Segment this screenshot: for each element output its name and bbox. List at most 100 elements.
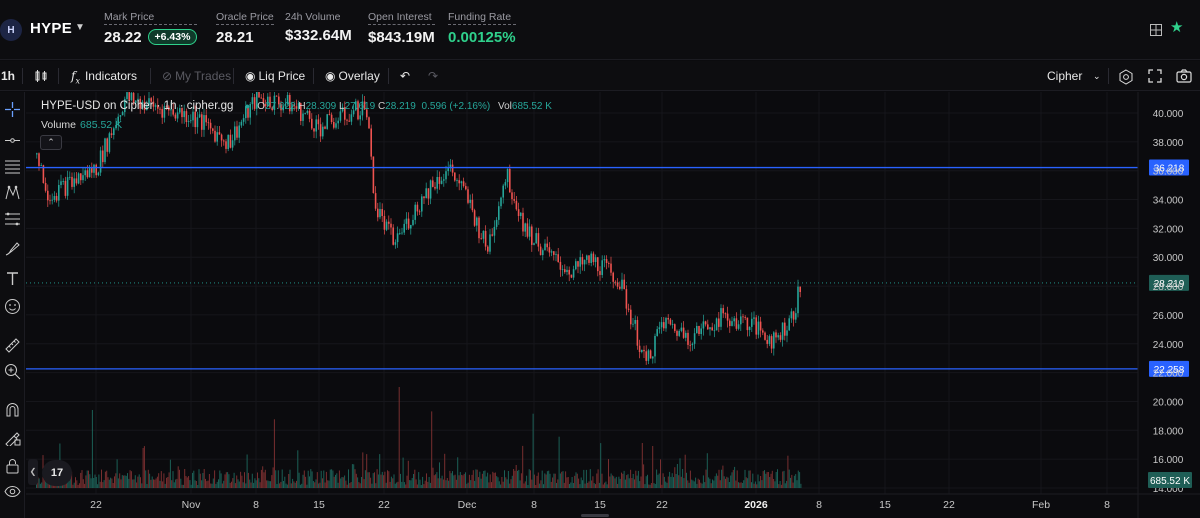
chevron-down-icon[interactable]: ▼ <box>75 22 85 33</box>
volume-bar <box>77 485 79 488</box>
candle-body <box>418 211 421 213</box>
fib-retracement-icon[interactable] <box>4 158 21 175</box>
pattern-icon[interactable] <box>4 184 21 201</box>
candle-body <box>619 286 621 289</box>
hype-token-icon[interactable]: H <box>0 19 22 41</box>
volume-bar <box>623 470 625 488</box>
volume-bar <box>306 484 308 488</box>
volume-bar <box>351 464 353 488</box>
candle-body <box>401 232 403 234</box>
indicators-button[interactable]: fx Indicators <box>71 69 137 85</box>
tradingview-logo[interactable]: 17 <box>42 460 72 486</box>
volume-bar <box>518 469 520 488</box>
volume-bar <box>251 473 253 488</box>
camera-icon[interactable] <box>1176 69 1192 84</box>
candle-body <box>652 356 654 359</box>
candle-series <box>36 92 801 365</box>
chevron-down-icon[interactable]: ⌄ <box>1093 71 1101 81</box>
volume-bar <box>289 469 291 488</box>
source-selector[interactable]: Cipher <box>1047 69 1083 83</box>
candle-body <box>220 134 223 141</box>
symbol-selector[interactable]: HYPE <box>30 20 73 37</box>
volume-bar <box>700 482 702 488</box>
volume-bar <box>384 471 386 488</box>
volume-bar <box>275 470 277 488</box>
price-chart[interactable]: 36.218 22.258 28.219 40.000 38.000 36.000 34.0… <box>26 92 1200 518</box>
volume-bar <box>671 473 673 488</box>
volume-bar <box>466 483 468 488</box>
overlay-button[interactable]: ◉ Overlay <box>325 69 380 83</box>
interval-selector[interactable]: 1h <box>1 69 16 83</box>
candle-body <box>449 164 452 169</box>
candle-body <box>335 123 337 128</box>
layout-grid-icon[interactable] <box>1150 24 1162 36</box>
volume-bar <box>225 472 227 488</box>
volume-bar <box>292 478 294 488</box>
undo-icon[interactable]: ↶ <box>400 69 411 83</box>
favorite-star-icon[interactable]: ★ <box>1170 19 1184 36</box>
candle-body <box>667 318 669 320</box>
candle-body <box>742 316 744 318</box>
candle-body <box>368 117 370 129</box>
volume-bar <box>106 470 108 488</box>
candle-body <box>473 210 476 226</box>
projection-icon[interactable] <box>4 210 21 227</box>
lock-drawing-icon[interactable] <box>4 429 21 446</box>
candle-body <box>638 345 641 352</box>
volume-bar <box>224 474 226 488</box>
volume-bar <box>172 471 174 488</box>
emoji-icon[interactable] <box>4 298 21 315</box>
fullscreen-icon[interactable] <box>1148 69 1162 84</box>
candle-body <box>330 114 333 122</box>
volume-bar <box>537 472 539 488</box>
ruler-icon[interactable] <box>4 337 21 354</box>
candle-body <box>768 336 771 344</box>
crosshair-icon[interactable] <box>4 101 21 118</box>
my-trades-button[interactable]: ⊘ My Trades <box>162 69 231 83</box>
visibility-icon[interactable] <box>4 483 21 500</box>
close-key: C <box>377 101 386 112</box>
volume-bar <box>722 465 724 488</box>
chart-background <box>26 92 1200 518</box>
lock-icon[interactable] <box>4 457 21 474</box>
settings-icon[interactable] <box>1118 69 1134 86</box>
candle-body <box>658 327 661 330</box>
candle-body <box>702 321 705 329</box>
candle-type-icon[interactable] <box>34 69 48 84</box>
chart-toolbar: 1h fx Indicators ⊘ My Trades ◉ Liq Price ◉ O… <box>0 61 1200 91</box>
trend-line-icon[interactable] <box>4 132 21 149</box>
volume-bar <box>530 470 531 488</box>
chevron-left-icon[interactable]: ❮ <box>28 459 38 485</box>
volume-bar <box>353 464 355 488</box>
candle-body <box>119 115 122 117</box>
volume-bar <box>320 470 322 488</box>
volume-bar <box>433 475 435 488</box>
candle-body <box>511 192 513 200</box>
volume-bar <box>588 481 590 488</box>
volume-bar <box>641 443 643 488</box>
candle-body <box>93 164 95 173</box>
redo-icon[interactable]: ↷ <box>428 69 439 83</box>
liq-price-button[interactable]: ◉ Liq Price <box>245 69 305 83</box>
volume-bar <box>93 478 95 488</box>
horizontal-line-price-label: 36.218 <box>1154 164 1185 175</box>
volume-bar <box>221 483 223 488</box>
candle-body <box>150 98 152 102</box>
candle-body <box>535 233 537 244</box>
collapse-legend-button[interactable]: ⌃ <box>40 135 62 150</box>
function-icon: fx <box>71 69 80 86</box>
volume-bar <box>302 474 304 488</box>
magnet-icon[interactable] <box>4 401 21 418</box>
volume-bar <box>467 482 469 488</box>
brush-icon[interactable] <box>4 240 21 257</box>
text-icon[interactable] <box>4 270 21 287</box>
volume-bar <box>331 469 333 488</box>
candle-body <box>317 119 320 125</box>
volume-bar <box>718 469 720 488</box>
chart-canvas[interactable]: 36.218 22.258 28.219 40.000 38.000 36.000 34.0… <box>26 92 1200 518</box>
zoom-in-icon[interactable] <box>4 363 21 380</box>
volume-bar <box>563 482 565 488</box>
volume-bar <box>78 483 80 488</box>
candle-body <box>245 106 247 119</box>
volume-bar <box>714 476 716 488</box>
